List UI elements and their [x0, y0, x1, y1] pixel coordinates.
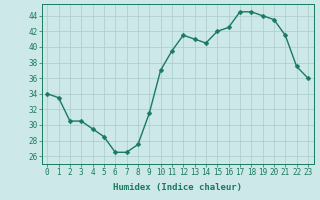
X-axis label: Humidex (Indice chaleur): Humidex (Indice chaleur): [113, 183, 242, 192]
